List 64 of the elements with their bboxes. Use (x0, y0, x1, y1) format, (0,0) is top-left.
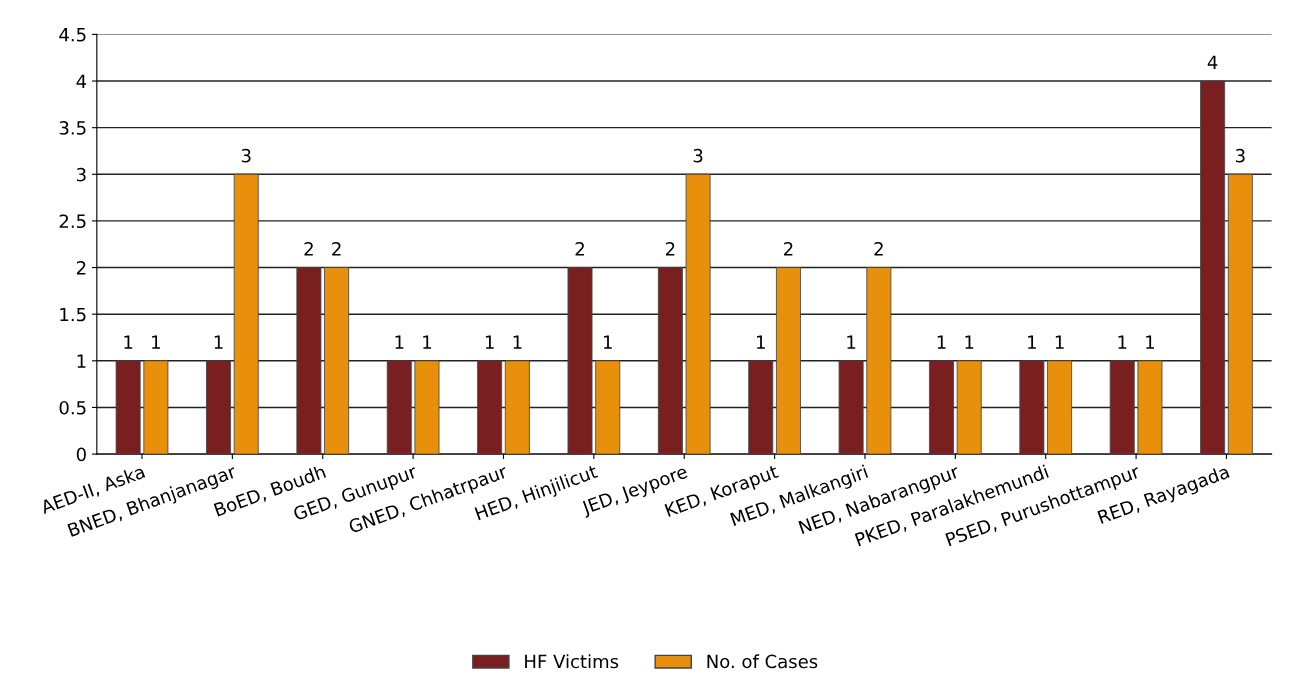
data-label: 1 (423, 335, 432, 349)
bar (143, 360, 169, 455)
data-label: 3 (693, 148, 703, 163)
data-label: 1 (124, 335, 133, 349)
data-label: 1 (152, 335, 160, 349)
bar (324, 267, 350, 455)
bar (775, 267, 801, 455)
y-tick-label: 2.5 (59, 214, 86, 229)
data-label: 1 (603, 335, 612, 349)
data-label: 3 (1235, 148, 1245, 163)
bar (838, 360, 864, 455)
bar (1137, 360, 1163, 455)
bar (685, 173, 711, 455)
bar (866, 267, 892, 455)
data-label: 1 (214, 335, 223, 349)
bar (567, 267, 593, 455)
data-label: 1 (395, 335, 404, 349)
bar (386, 360, 412, 455)
bar (414, 360, 440, 455)
data-label: 1 (756, 335, 765, 349)
bar (748, 360, 774, 455)
bar (1109, 360, 1135, 455)
data-label: 2 (575, 242, 584, 256)
data-label: 1 (485, 335, 494, 349)
y-tick-label: 4.5 (59, 28, 86, 42)
data-label: 1 (513, 335, 522, 349)
data-label: 2 (665, 242, 675, 256)
y-tick-label: 1.5 (60, 307, 86, 322)
bar (657, 267, 683, 455)
data-label: 2 (304, 242, 313, 256)
data-label: 1 (1055, 335, 1064, 349)
y-tick-label: 0.5 (59, 400, 86, 415)
y-tick-label: 0 (76, 447, 86, 462)
bar (206, 360, 231, 455)
bar (1200, 80, 1226, 455)
data-label: 1 (847, 335, 856, 349)
data-label: 1 (1146, 335, 1155, 349)
bar (115, 360, 141, 455)
bar (233, 173, 259, 455)
legend-label: HF Victims (525, 654, 619, 669)
bar (1019, 360, 1045, 455)
bar (1227, 173, 1253, 455)
y-tick-label: 2 (76, 261, 86, 275)
bar (595, 360, 621, 455)
data-label: 3 (241, 148, 251, 163)
data-label: 2 (784, 242, 793, 256)
y-tick-label: 4 (76, 74, 87, 88)
bar (296, 267, 322, 455)
data-label: 1 (1118, 335, 1127, 349)
bar (504, 360, 530, 455)
y-tick-label: 3.5 (59, 121, 86, 135)
bar (477, 360, 503, 455)
data-label: 1 (1028, 335, 1036, 349)
data-label: 4 (1207, 55, 1218, 69)
bar (929, 360, 954, 455)
bar (1047, 360, 1073, 455)
y-tick-label: 3 (76, 167, 86, 182)
data-label: 1 (965, 335, 974, 349)
data-label: 1 (937, 335, 946, 349)
data-label: 2 (332, 242, 341, 256)
y-tick-label: 1 (77, 354, 86, 368)
data-label: 2 (874, 242, 883, 256)
bar (956, 360, 982, 455)
legend-label: No. of Cases (707, 654, 818, 669)
